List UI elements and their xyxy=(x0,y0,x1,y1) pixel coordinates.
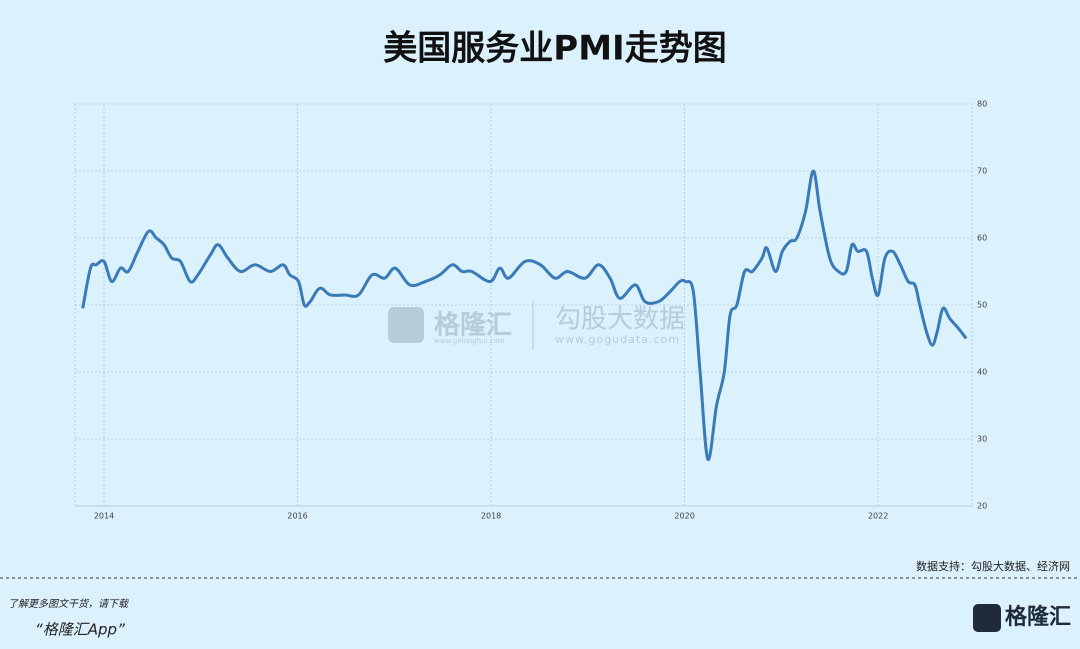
footer-line1: 了解更多图文干货，请下载 xyxy=(8,598,130,610)
y-tick-label: 80 xyxy=(977,100,987,109)
chart-title: 美国服务业PMI走势图 xyxy=(383,29,726,69)
watermark-url: www.gelonghui.com xyxy=(434,337,505,345)
y-tick-label: 60 xyxy=(977,234,987,243)
x-tick-label: 2018 xyxy=(481,512,501,521)
y-tick-label: 30 xyxy=(977,435,987,444)
y-tick-label: 40 xyxy=(977,368,987,377)
y-tick-label: 20 xyxy=(977,502,987,511)
watermark-partner: 勾股大数据 xyxy=(555,305,685,335)
watermark-brand: 格隆汇 xyxy=(434,310,512,341)
x-tick-label: 2016 xyxy=(287,512,307,521)
x-tick-label: 2020 xyxy=(674,512,694,521)
x-tick-label: 2022 xyxy=(868,512,888,521)
x-tick-label: 2014 xyxy=(94,512,114,521)
footer-logo: 格隆汇 xyxy=(1005,604,1071,630)
source: 数据支持：勾股大数据、经济网 xyxy=(916,559,1070,573)
y-tick-label: 50 xyxy=(977,301,987,310)
watermark-logo xyxy=(388,307,424,343)
footer-logo-icon xyxy=(973,604,1001,632)
footer-line2: “格隆汇App” xyxy=(35,621,125,639)
y-tick-label: 70 xyxy=(977,167,987,176)
watermark-partner-url: www.gogudata.com xyxy=(555,333,680,346)
watermark: 格隆汇 www.gelonghui.com 勾股大数据 www.gogudata… xyxy=(388,300,685,350)
line-series xyxy=(81,169,968,461)
